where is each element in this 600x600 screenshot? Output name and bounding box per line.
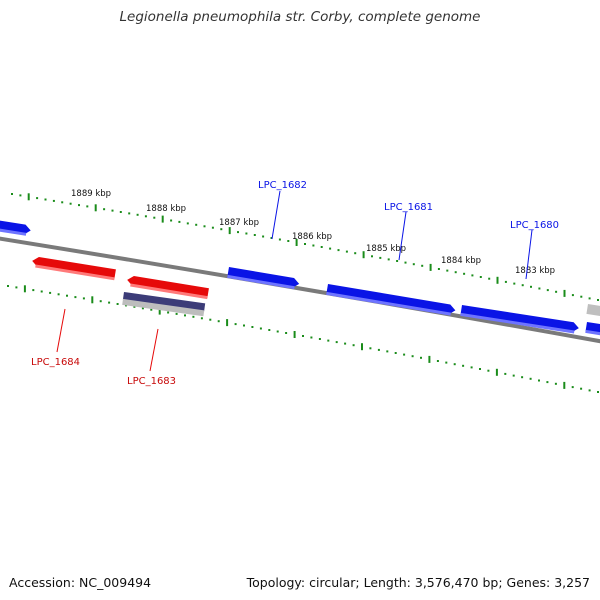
- gene-arrow-lpc-1682[interactable]: [227, 267, 300, 290]
- other-feature: [586, 304, 600, 318]
- tick-label: 1888 kbp: [146, 204, 186, 214]
- gene-arrow-lpc-1683[interactable]: [126, 275, 209, 300]
- upper-tick-track: [11, 193, 599, 301]
- tick-label: 1883 kbp: [515, 266, 555, 276]
- gene-features: [0, 219, 600, 336]
- accession-text: Accession: NC_009494: [9, 575, 152, 590]
- gene-arrow-lpc-1680[interactable]: [460, 305, 579, 334]
- gene-arrow[interactable]: [585, 322, 600, 336]
- map-title: Legionella pneumophila str. Corby, compl…: [119, 9, 481, 25]
- gene-label-lpc-1683[interactable]: LPC_1683: [127, 376, 176, 387]
- tick-label: 1887 kbp: [219, 218, 259, 228]
- gene-arrow-lpc-1684[interactable]: [31, 256, 116, 281]
- gene-label-lpc-1682[interactable]: LPC_1682: [258, 180, 307, 191]
- genome-summary-text: Topology: circular; Length: 3,576,470 bp…: [246, 575, 590, 590]
- tick-label: 1889 kbp: [71, 189, 111, 199]
- gene-arrow[interactable]: [0, 219, 31, 236]
- gene-labels: LPC_1682 LPC_1681 LPC_1680 LPC_1684 LPC_…: [31, 180, 559, 387]
- gene-label-lpc-1684[interactable]: LPC_1684: [31, 357, 80, 368]
- gene-arrow-lpc-1681[interactable]: [326, 284, 456, 316]
- ruler-labels: 1889 kbp 1888 kbp 1887 kbp 1886 kbp 1885…: [71, 189, 555, 276]
- gene-label-lpc-1680[interactable]: LPC_1680: [510, 220, 559, 231]
- pseudo-gene-feature[interactable]: [122, 292, 206, 317]
- gene-label-lpc-1681[interactable]: LPC_1681: [384, 202, 433, 213]
- gene-label-leaders: [56, 190, 533, 372]
- lower-tick-track: [7, 285, 599, 393]
- tick-label: 1885 kbp: [366, 244, 406, 254]
- tick-label: 1886 kbp: [292, 232, 332, 242]
- tick-label: 1884 kbp: [441, 256, 481, 266]
- genome-backbone: [0, 236, 600, 344]
